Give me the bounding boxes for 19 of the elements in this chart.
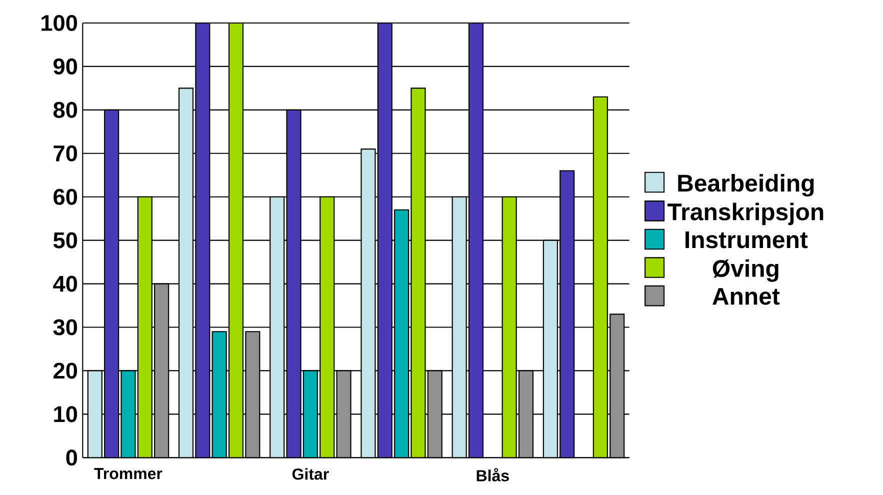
x-tick-label: Blås bbox=[476, 468, 509, 482]
y-tick-label: 50 bbox=[53, 232, 78, 248]
legend-label: Transkripsjon bbox=[667, 202, 824, 226]
legend-label: Bearbeiding bbox=[678, 174, 814, 197]
y-tick-label: 60 bbox=[54, 188, 78, 205]
y-tick-label: 20 bbox=[54, 362, 78, 379]
y-tick-label: 30 bbox=[53, 319, 78, 336]
y-tick-label: 90 bbox=[54, 58, 78, 74]
legend-label: Annet bbox=[712, 288, 780, 305]
y-tick-label: 80 bbox=[53, 102, 78, 118]
x-tick-label: Trommer bbox=[94, 468, 162, 480]
x-tick-label: Gitar bbox=[292, 468, 329, 480]
y-tick-label: 100 bbox=[42, 14, 78, 32]
y-tick-label: 10 bbox=[54, 406, 78, 422]
y-tick-label: 40 bbox=[53, 276, 78, 292]
legend-label: Instrument bbox=[686, 232, 808, 248]
legend-label: Øving bbox=[712, 259, 778, 282]
y-tick-label: 0 bbox=[66, 450, 78, 466]
y-tick-label: 70 bbox=[54, 145, 78, 162]
